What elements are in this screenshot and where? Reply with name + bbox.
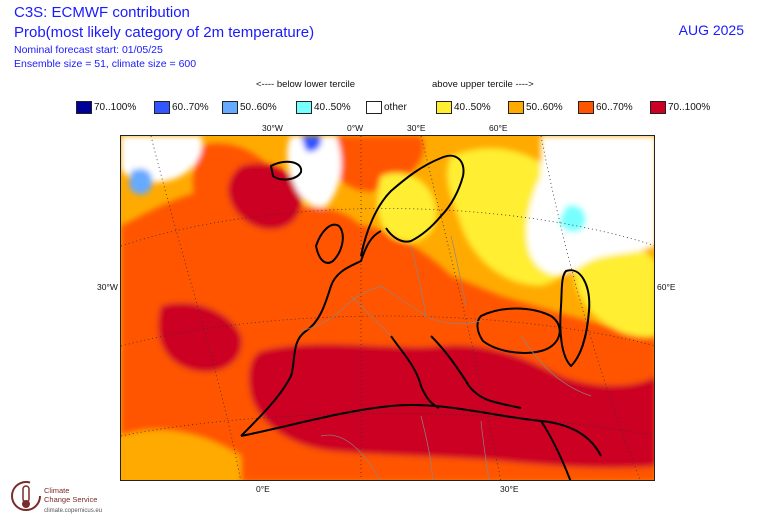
logo-name-line1: Climate	[44, 486, 70, 495]
legend-item-neutral-4: other	[366, 99, 407, 115]
coast-iberia-france	[240, 230, 382, 437]
above-tercile-label: above upper tercile ---->	[432, 79, 534, 90]
legend-swatch	[296, 100, 312, 114]
copernicus-logo	[11, 481, 41, 511]
legend-label: other	[384, 101, 407, 113]
logo-url: climate.copernicus.eu	[44, 508, 103, 514]
legend-item-below-3: 40..50%	[296, 99, 351, 115]
field-70-100-iberia	[158, 302, 242, 372]
lon-label-top-1: 30°W	[262, 123, 283, 133]
coast-iceland	[270, 160, 303, 181]
chart-subtitle: Prob(most likely category of 2m temperat…	[14, 24, 315, 41]
legend-item-below-1: 60..70%	[154, 99, 209, 115]
below-tercile-label: <---- below lower tercile	[256, 79, 355, 90]
legend-label: 50..60%	[240, 101, 277, 113]
legend-swatch	[508, 100, 524, 114]
legend-swatch	[76, 100, 92, 114]
coast-north-africa	[240, 404, 602, 457]
legend-label: 40..50%	[314, 101, 351, 113]
legend-label: 70..100%	[668, 101, 711, 113]
field-70-100-caucasus	[565, 386, 654, 442]
field-other-greenland-sea	[287, 136, 342, 207]
lon-label-bottom-1: 0°E	[256, 484, 270, 494]
legend-item-below-0: 70..100%	[76, 99, 136, 115]
field-below-60-70	[301, 136, 322, 152]
graticule	[121, 136, 654, 480]
field-below-50-60	[129, 168, 153, 195]
coast-black-sea	[476, 307, 561, 354]
logo-name: Climate Change Service	[44, 486, 97, 504]
legend-swatch	[366, 100, 382, 114]
coast-caspian	[559, 269, 591, 367]
field-50-60-sahara	[121, 429, 241, 480]
legend-label: 70..100%	[94, 101, 137, 113]
legend-swatch	[154, 100, 170, 114]
legend-swatch	[578, 100, 594, 114]
field-below-40-50	[559, 205, 586, 232]
field-70-100-mediterranean	[249, 344, 654, 469]
legend-item-above-5: 40..50%	[436, 99, 491, 115]
lon-label-top-2: 0°W	[347, 123, 364, 133]
legend-label: 60..70%	[596, 101, 633, 113]
legend-label: 50..60%	[526, 101, 563, 113]
field-other-northeast	[526, 136, 654, 275]
legend-item-above-6: 50..60%	[508, 99, 563, 115]
country-borders	[300, 235, 592, 480]
forecast-period: AUG 2025	[678, 22, 744, 38]
lon-label-bottom-2: 30°E	[500, 484, 519, 494]
legend-item-above-8: 70..100%	[650, 99, 710, 115]
coast-italy	[390, 335, 440, 409]
coast-british-isles	[315, 223, 344, 264]
legend-item-below-2: 50..60%	[222, 99, 277, 115]
legend-label: 60..70%	[172, 101, 209, 113]
coast-scandinavia	[360, 154, 465, 257]
field-40-50-caspian	[574, 242, 654, 337]
legend-item-above-7: 60..70%	[578, 99, 633, 115]
legend-swatch	[436, 100, 452, 114]
legend-swatch	[222, 100, 238, 114]
lon-label-top-4: 60°E	[489, 123, 508, 133]
chart-title: C3S: ECMWF contribution	[14, 4, 190, 21]
legend-swatch	[650, 100, 666, 114]
coast-balkans	[430, 335, 522, 409]
lat-label-right: 60°E	[657, 282, 676, 292]
probability-map	[120, 135, 655, 481]
coastlines	[240, 154, 602, 480]
lon-label-top-3: 30°E	[407, 123, 426, 133]
lat-label-left: 30°W	[97, 282, 118, 292]
legend-label: 40..50%	[454, 101, 491, 113]
ensemble-size: Ensemble size = 51, climate size = 600	[14, 58, 197, 70]
coast-red-sea	[540, 420, 572, 480]
map-svg	[121, 136, 654, 480]
logo-name-line2: Change Service	[44, 495, 98, 504]
forecast-start: Nominal forecast start: 01/05/25	[14, 44, 163, 56]
